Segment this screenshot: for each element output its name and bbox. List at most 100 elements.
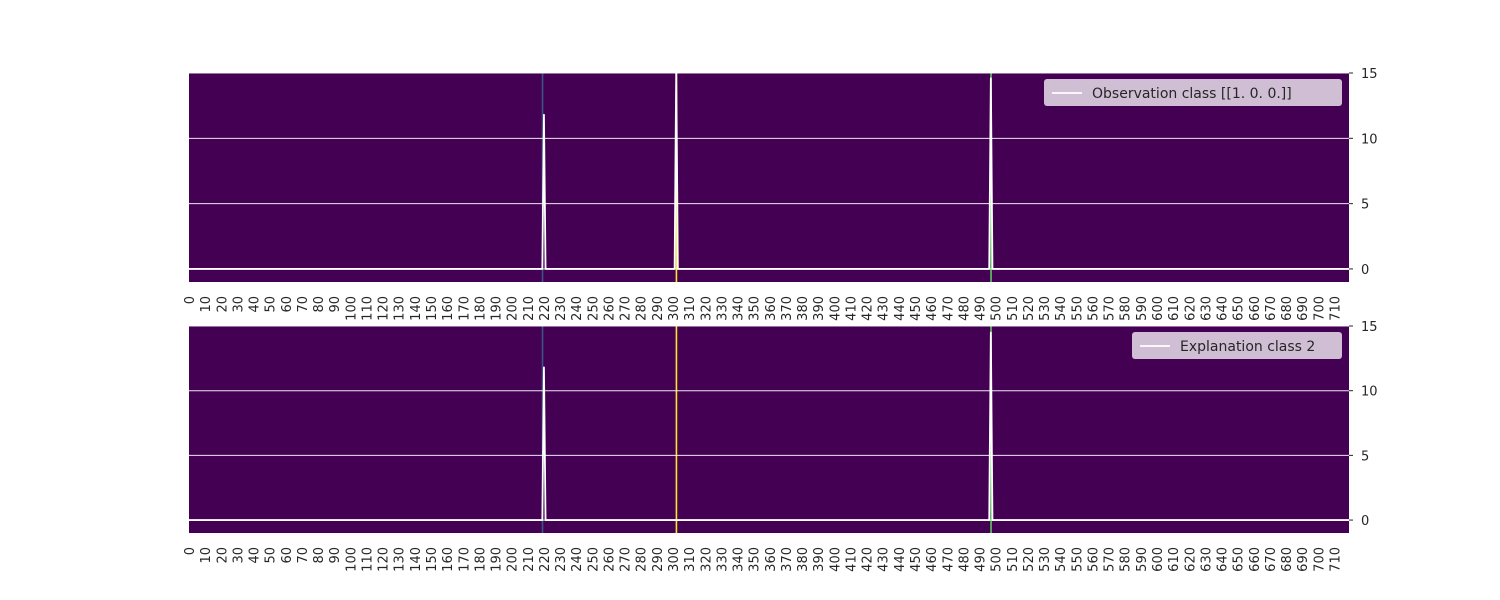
x-tick-label-580: 580	[1119, 547, 1134, 572]
x-tick-label-460: 460	[925, 296, 940, 321]
x-tick-label-10: 10	[199, 296, 214, 313]
x-tick-label-440: 440	[893, 296, 908, 321]
x-tick-label-420: 420	[861, 296, 876, 321]
x-tick-label-710: 710	[1328, 547, 1343, 572]
x-tick-label-280: 280	[635, 547, 650, 572]
x-tick-label-390: 390	[812, 547, 827, 572]
x-tick-label-560: 560	[1086, 547, 1101, 572]
x-tick-label-70: 70	[296, 547, 311, 564]
x-tick-label-610: 610	[1167, 547, 1182, 572]
x-tick-label-110: 110	[360, 296, 375, 321]
x-tick-label-510: 510	[1006, 547, 1021, 572]
x-tick-label-220: 220	[538, 296, 553, 321]
x-tick-label-570: 570	[1103, 296, 1118, 321]
x-tick-label-380: 380	[796, 547, 811, 572]
y-tick-label-15: 15	[1361, 67, 1378, 82]
x-tick-label-50: 50	[264, 296, 279, 313]
x-tick-label-690: 690	[1296, 547, 1311, 572]
x-tick-label-670: 670	[1264, 547, 1279, 572]
x-tick-label-290: 290	[651, 547, 666, 572]
x-tick-label-30: 30	[231, 296, 246, 313]
x-tick-label-210: 210	[522, 296, 537, 321]
x-tick-label-380: 380	[796, 296, 811, 321]
x-tick-label-60: 60	[280, 296, 295, 313]
x-tick-label-660: 660	[1248, 547, 1263, 572]
x-tick-label-500: 500	[990, 547, 1005, 572]
x-tick-label-540: 540	[1054, 547, 1069, 572]
x-tick-label-340: 340	[732, 547, 747, 572]
x-tick-label-550: 550	[1070, 296, 1085, 321]
x-tick-label-520: 520	[1022, 547, 1037, 572]
x-tick-label-140: 140	[409, 547, 424, 572]
x-tick-label-90: 90	[328, 296, 343, 313]
x-tick-label-310: 310	[683, 547, 698, 572]
x-tick-label-160: 160	[441, 547, 456, 572]
x-tick-label-540: 540	[1054, 296, 1069, 321]
x-tick-label-230: 230	[554, 296, 569, 321]
x-tick-label-190: 190	[490, 547, 505, 572]
x-tick-label-240: 240	[570, 296, 585, 321]
x-tick-label-80: 80	[312, 547, 327, 564]
x-tick-label-80: 80	[312, 296, 327, 313]
x-tick-label-530: 530	[1038, 547, 1053, 572]
x-tick-label-350: 350	[748, 547, 763, 572]
x-tick-label-100: 100	[344, 547, 359, 572]
x-tick-label-90: 90	[328, 547, 343, 564]
x-tick-label-620: 620	[1183, 547, 1198, 572]
x-tick-label-250: 250	[586, 296, 601, 321]
x-tick-label-650: 650	[1232, 547, 1247, 572]
x-tick-label-60: 60	[280, 547, 295, 564]
x-tick-label-610: 610	[1167, 296, 1182, 321]
x-tick-label-590: 590	[1135, 547, 1150, 572]
x-tick-label-480: 480	[957, 547, 972, 572]
x-tick-label-600: 600	[1151, 547, 1166, 572]
x-tick-label-500: 500	[990, 296, 1005, 321]
x-tick-label-580: 580	[1119, 296, 1134, 321]
x-tick-label-630: 630	[1199, 547, 1214, 572]
x-tick-label-0: 0	[183, 296, 198, 304]
x-tick-label-0: 0	[183, 547, 198, 555]
x-tick-label-330: 330	[715, 547, 730, 572]
x-tick-label-150: 150	[425, 547, 440, 572]
x-tick-label-430: 430	[877, 547, 892, 572]
y-tick-label-10: 10	[1361, 132, 1378, 147]
x-tick-label-270: 270	[619, 547, 634, 572]
x-tick-label-450: 450	[909, 547, 924, 572]
x-tick-label-280: 280	[635, 296, 650, 321]
x-tick-label-300: 300	[667, 296, 682, 321]
x-tick-label-390: 390	[812, 296, 827, 321]
x-tick-label-190: 190	[490, 296, 505, 321]
x-tick-label-600: 600	[1151, 296, 1166, 321]
x-tick-label-490: 490	[974, 547, 989, 572]
x-tick-label-680: 680	[1280, 296, 1295, 321]
x-tick-label-70: 70	[296, 296, 311, 313]
x-tick-label-470: 470	[941, 296, 956, 321]
x-tick-label-700: 700	[1312, 296, 1327, 321]
legend-label: Observation class [[1. 0. 0.]]	[1092, 86, 1292, 102]
x-tick-label-20: 20	[215, 296, 230, 313]
y-tick-label-10: 10	[1361, 385, 1378, 400]
x-tick-label-50: 50	[264, 547, 279, 564]
x-tick-label-710: 710	[1328, 296, 1343, 321]
x-tick-label-200: 200	[506, 296, 521, 321]
x-tick-label-430: 430	[877, 296, 892, 321]
x-tick-label-370: 370	[780, 296, 795, 321]
x-tick-label-450: 450	[909, 296, 924, 321]
x-tick-label-40: 40	[248, 547, 263, 564]
x-tick-label-250: 250	[586, 547, 601, 572]
x-tick-label-360: 360	[764, 296, 779, 321]
legend-box	[1044, 79, 1342, 106]
x-tick-label-650: 650	[1232, 296, 1247, 321]
x-tick-label-560: 560	[1086, 296, 1101, 321]
x-tick-label-110: 110	[360, 547, 375, 572]
x-tick-label-640: 640	[1216, 296, 1231, 321]
legend-label: Explanation class 2	[1180, 339, 1315, 355]
y-tick-label-0: 0	[1361, 514, 1369, 529]
x-tick-label-520: 520	[1022, 296, 1037, 321]
x-tick-label-130: 130	[393, 296, 408, 321]
x-tick-label-640: 640	[1216, 547, 1231, 572]
x-tick-label-340: 340	[732, 296, 747, 321]
x-tick-label-270: 270	[619, 296, 634, 321]
x-tick-label-370: 370	[780, 547, 795, 572]
